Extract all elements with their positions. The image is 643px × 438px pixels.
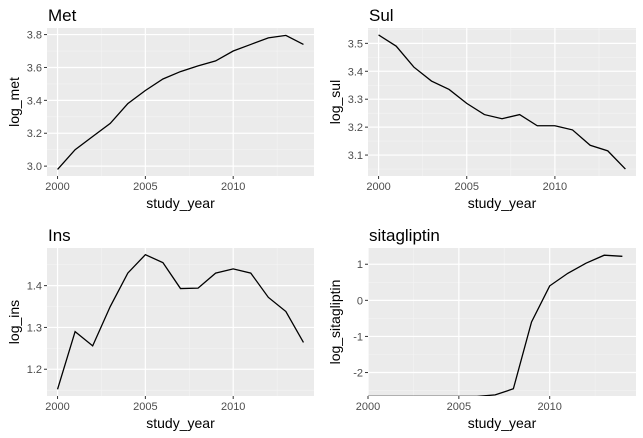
chart-panel-2: 2000 2005 2010 3.1 3.2 3.3 3.4 3.5 Sul study_year…	[327, 6, 636, 211]
y-tick-label: 3.4	[348, 66, 363, 78]
y-tick-label: 1.4	[27, 281, 42, 293]
x-tick-label: 2000	[45, 401, 69, 413]
x-tick-label: 2000	[356, 401, 380, 413]
series-line	[56, 253, 305, 390]
y-tick-label: 3.2	[27, 128, 42, 140]
x-tick-label: 2000	[366, 181, 390, 193]
x-tick-label: 2005	[133, 401, 157, 413]
x-tick-label: 2005	[133, 181, 157, 193]
x-tick-label: 2010	[537, 401, 561, 413]
plot-background	[47, 248, 314, 396]
chart-title: Met	[48, 6, 77, 25]
x-axis-label: study_year	[146, 195, 215, 211]
plot-background	[47, 28, 314, 176]
x-tick-label: 2005	[454, 181, 478, 193]
x-tick-label: 2010	[221, 401, 245, 413]
x-tick-label: 2010	[543, 181, 567, 193]
x-tick-label: 2000	[45, 181, 69, 193]
x-axis-label: study_year	[468, 415, 537, 431]
series-line	[57, 34, 304, 170]
y-tick-label: 3.3	[348, 94, 363, 106]
y-tick-label: 3.0	[27, 161, 42, 173]
x-axis-label: study_year	[146, 415, 215, 431]
y-axis-label: log_ins	[6, 300, 22, 344]
chart-panel-4: 2000 2005 2010 -2 -1 0 1 sitagliptin study_year l…	[327, 226, 636, 431]
chart-panel-3: 2000 2005 2010 1.2 1.3 1.4 Ins study_year log_in…	[6, 226, 314, 431]
y-tick-label: 3.4	[27, 95, 42, 107]
x-tick-label: 2005	[447, 401, 471, 413]
y-tick-label: 1.3	[27, 322, 42, 334]
chart-panel-1: 2000 2005 2010 3.0 3.2 3.4 3.6 3.8 Met study_year…	[6, 6, 314, 211]
y-tick-label: 1.2	[27, 364, 42, 376]
x-axis-label: study_year	[468, 195, 537, 211]
chart-title: sitagliptin	[369, 226, 440, 245]
y-axis-label: log_sitagliptin	[327, 280, 343, 365]
plot-background	[368, 248, 636, 396]
y-axis-label: log_met	[6, 77, 22, 127]
series-line	[368, 254, 623, 396]
y-tick-label: 3.6	[27, 62, 42, 74]
plot-background	[368, 28, 636, 176]
y-tick-label: 1	[357, 259, 363, 271]
y-tick-label: 3.1	[348, 150, 363, 162]
y-tick-label: 3.5	[348, 38, 363, 50]
y-tick-label: 0	[357, 295, 363, 307]
x-tick-label: 2010	[221, 181, 245, 193]
chart-title: Sul	[369, 6, 394, 25]
series-line	[378, 34, 626, 170]
chart-title: Ins	[48, 226, 71, 245]
y-axis-label: log_sul	[327, 80, 343, 124]
y-tick-label: -2	[353, 368, 363, 380]
y-tick-label: -1	[353, 331, 363, 343]
y-tick-label: 3.2	[348, 122, 363, 134]
y-tick-label: 3.8	[27, 30, 42, 42]
